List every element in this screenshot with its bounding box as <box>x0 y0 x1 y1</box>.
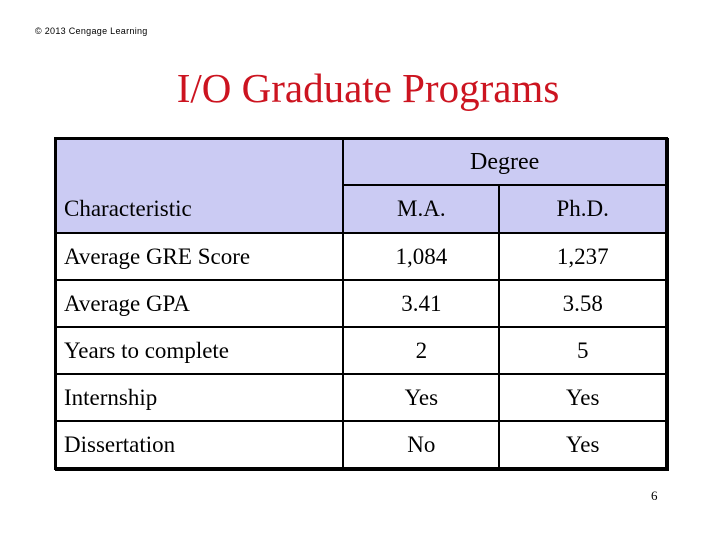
ma-value-cell: No <box>342 420 501 470</box>
ma-value-cell: 3.41 <box>342 279 501 328</box>
characteristic-cell: Internship <box>54 373 345 422</box>
slide-title: I/O Graduate Programs <box>176 65 560 111</box>
phd-value-cell: Yes <box>498 420 668 470</box>
ma-value-cell: 1,084 <box>342 232 501 281</box>
programs-table: Characteristic Degree M.A. Ph.D. Average… <box>54 137 668 470</box>
characteristic-cell: Average GPA <box>54 279 345 328</box>
table-header-row-columns: M.A. Ph.D. <box>56 184 668 234</box>
table-row: Years to complete 2 5 <box>54 326 668 375</box>
programs-table-container: Characteristic Degree M.A. Ph.D. Average… <box>54 137 668 470</box>
phd-value-cell: Yes <box>498 373 668 422</box>
table-row: Average GRE Score 1,084 1,237 <box>54 232 668 281</box>
ma-column-header: M.A. <box>342 184 501 234</box>
characteristic-cell: Average GRE Score <box>54 232 345 281</box>
characteristic-header-cell: Characteristic <box>54 137 345 234</box>
characteristic-cell: Years to complete <box>54 326 345 375</box>
phd-value-cell: 1,237 <box>498 232 668 281</box>
copyright-notice: © 2013 Cengage Learning <box>35 26 148 36</box>
degree-group-header-cell: Degree <box>342 137 668 186</box>
table-row: Internship Yes Yes <box>54 373 668 422</box>
phd-value-cell: 5 <box>498 326 668 375</box>
phd-value-cell: 3.58 <box>498 279 668 328</box>
page-number: 6 <box>651 488 658 503</box>
ma-value-cell: 2 <box>342 326 501 375</box>
table-row: Dissertation No Yes <box>54 420 668 470</box>
characteristic-cell: Dissertation <box>54 420 345 470</box>
ma-value-cell: Yes <box>342 373 501 422</box>
table-header-row-group: Characteristic Degree <box>54 137 668 234</box>
table-row: Average GPA 3.41 3.58 <box>54 279 668 328</box>
phd-column-header: Ph.D. <box>498 184 668 234</box>
